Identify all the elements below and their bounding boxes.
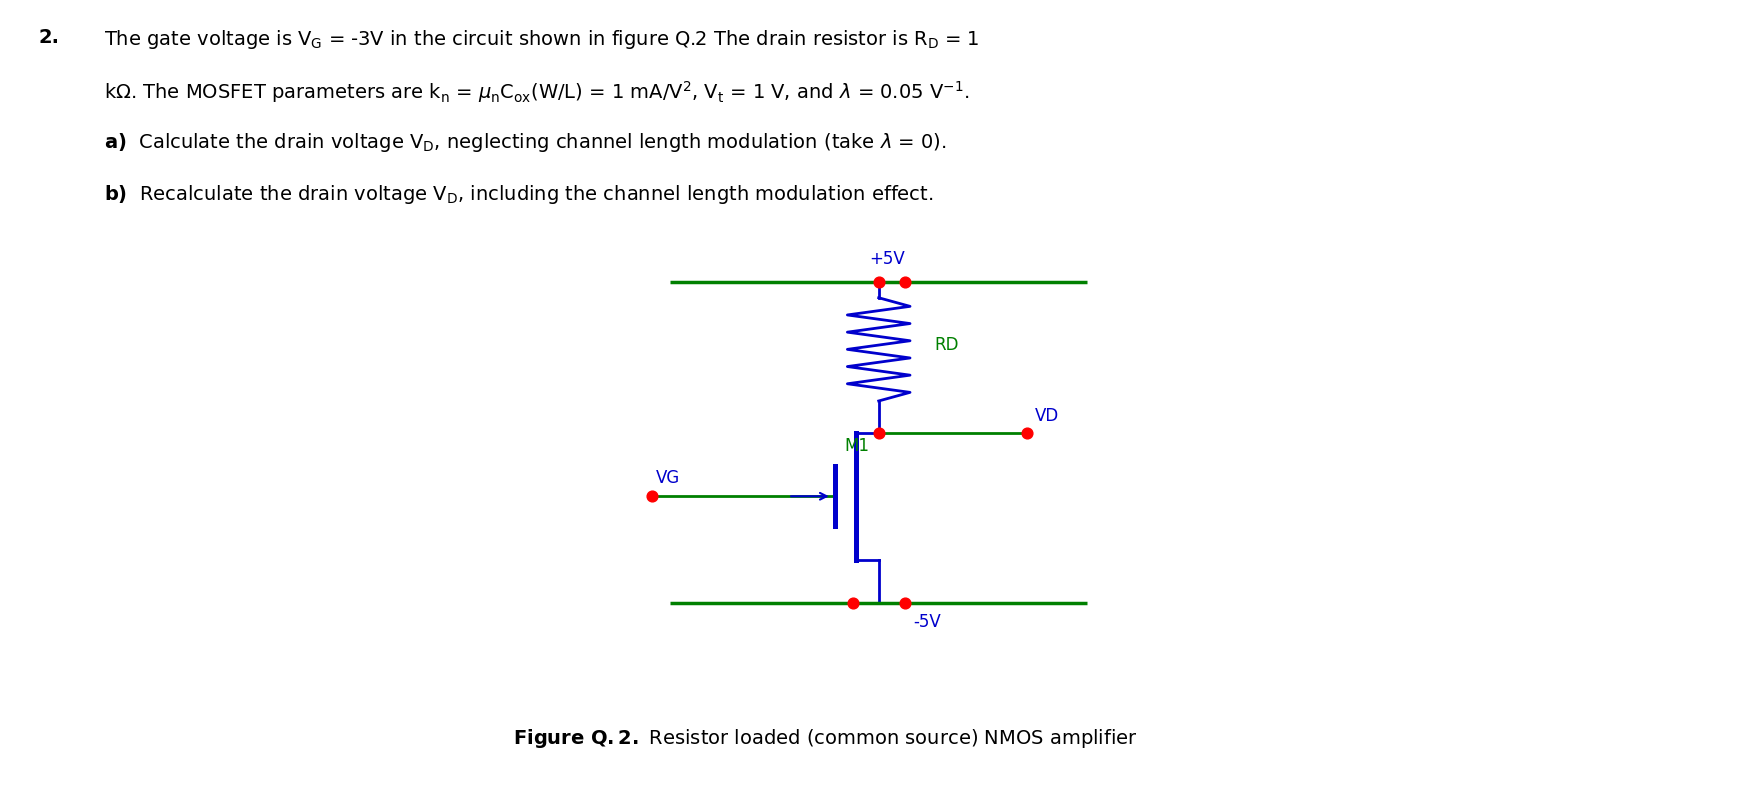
Text: +5V: +5V xyxy=(870,249,904,268)
Point xyxy=(638,490,666,503)
Text: $\mathbf{b)}$  Recalculate the drain voltage V$_\mathrm{D}$, including the chann: $\mathbf{b)}$ Recalculate the drain volt… xyxy=(104,183,934,206)
Text: VG: VG xyxy=(656,468,680,487)
Point xyxy=(1012,426,1040,439)
Text: 2.: 2. xyxy=(38,28,59,47)
Text: RD: RD xyxy=(934,337,958,354)
Text: $\mathbf{Figure\ Q.2.}$ Resistor loaded (common source) NMOS amplifier: $\mathbf{Figure\ Q.2.}$ Resistor loaded … xyxy=(513,727,1137,750)
Text: k$\Omega$. The MOSFET parameters are k$_\mathrm{n}$ = $\mu_\mathrm{n}$C$_\mathrm: k$\Omega$. The MOSFET parameters are k$_… xyxy=(104,79,969,106)
Text: -5V: -5V xyxy=(913,613,941,631)
Text: $\mathbf{a)}$  Calculate the drain voltage V$_\mathrm{D}$, neglecting channel le: $\mathbf{a)}$ Calculate the drain voltag… xyxy=(104,131,946,154)
Point xyxy=(890,276,918,288)
Text: VD: VD xyxy=(1035,407,1059,425)
Point xyxy=(890,597,918,610)
Text: The gate voltage is V$_\mathrm{G}$ = -3V in the circuit shown in figure Q.2 The : The gate voltage is V$_\mathrm{G}$ = -3V… xyxy=(104,28,979,51)
Point xyxy=(864,426,892,439)
Point xyxy=(864,276,892,288)
Text: M1: M1 xyxy=(843,437,868,455)
Point xyxy=(838,597,866,610)
